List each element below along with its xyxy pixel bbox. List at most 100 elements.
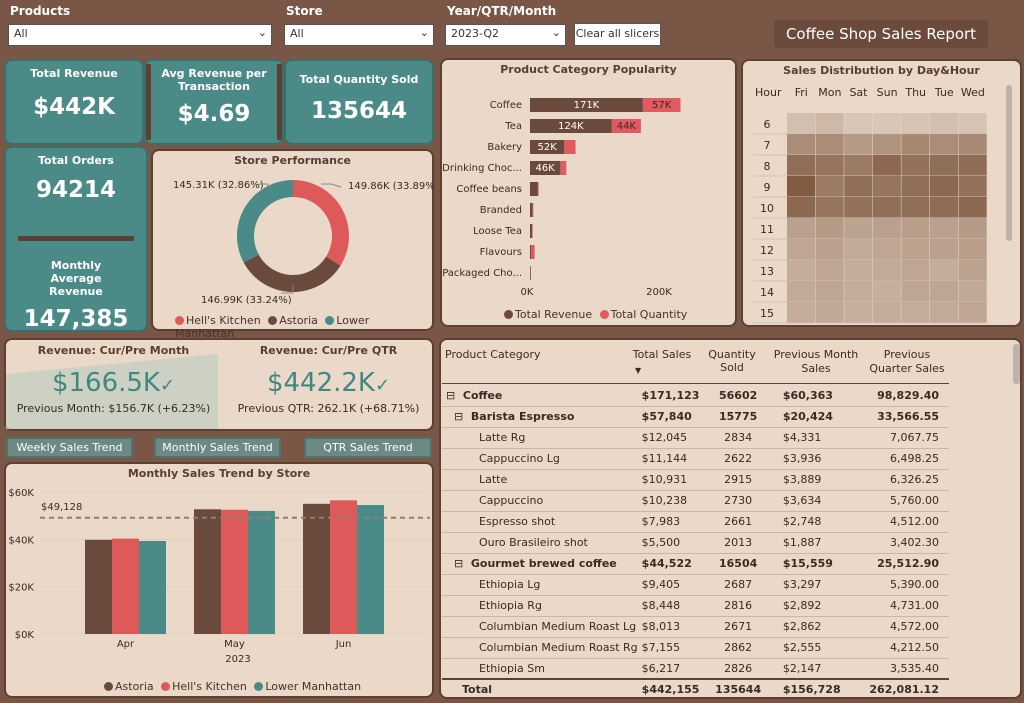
revenue-bar[interactable] [530, 203, 533, 217]
heatmap-cell[interactable] [930, 155, 959, 176]
monthly-bar[interactable] [112, 538, 139, 634]
heatmap-cell[interactable] [872, 281, 901, 302]
qtr-trend-button[interactable]: QTR Sales Trend [304, 437, 432, 458]
heatmap-cell[interactable] [901, 155, 930, 176]
heatmap-cell[interactable] [787, 197, 816, 218]
heatmap-cell[interactable] [815, 113, 844, 134]
collapse-icon[interactable]: ⊟ [454, 557, 464, 570]
heatmap-cell[interactable] [958, 281, 987, 302]
monthly-bar[interactable] [139, 540, 166, 634]
heatmap-cell[interactable] [787, 176, 816, 197]
heatmap-cell[interactable] [815, 197, 844, 218]
heatmap-cell[interactable] [958, 134, 987, 155]
table-row[interactable]: ⊟ Barista Espresso $57,840 15775 $20,424 33,… [442, 406, 949, 428]
heatmap-cell[interactable] [930, 281, 959, 302]
heatmap-cell[interactable] [787, 113, 816, 134]
heatmap-cell[interactable] [815, 134, 844, 155]
collapse-icon[interactable]: ⊟ [454, 410, 464, 423]
heatmap-cell[interactable] [844, 113, 873, 134]
heatmap-cell[interactable] [844, 134, 873, 155]
heatmap-cell[interactable] [901, 134, 930, 155]
table-row[interactable]: ⊟ Gourmet brewed coffee $44,522 16504 $15,5… [442, 553, 949, 575]
heatmap-cell[interactable] [901, 197, 930, 218]
heatmap-cell[interactable] [872, 197, 901, 218]
table-row[interactable]: Latte Rg $12,045 2834 $4,331 7,067.75 [442, 427, 949, 449]
heatmap-cell[interactable] [901, 239, 930, 260]
heatmap-cell[interactable] [844, 218, 873, 239]
table-row[interactable]: ⊟ Coffee $171,123 56602 $60,363 98,829.40 [442, 385, 949, 407]
heatmap-cell[interactable] [787, 155, 816, 176]
heatmap-cell[interactable] [844, 239, 873, 260]
quantity-bar[interactable] [611, 119, 641, 133]
heatmap-cell[interactable] [901, 176, 930, 197]
heatmap-cell[interactable] [958, 218, 987, 239]
sort-desc-icon[interactable]: ▼ [635, 366, 642, 375]
heatmap-cell[interactable] [872, 113, 901, 134]
revenue-bar[interactable] [530, 140, 565, 154]
heatmap-cell[interactable] [872, 260, 901, 281]
table-row[interactable]: Latte $10,931 2915 $3,889 6,326.25 [442, 469, 949, 491]
heatmap-cell[interactable] [787, 239, 816, 260]
monthly-bar[interactable] [194, 509, 221, 634]
quantity-bar[interactable] [537, 182, 539, 196]
heatmap-cell[interactable] [787, 218, 816, 239]
table-row[interactable]: Ethiopia Lg $9,405 2687 $3,297 5,390.00 [442, 574, 949, 596]
revenue-bar[interactable] [530, 224, 532, 238]
revenue-bar[interactable] [530, 182, 538, 196]
clear-slicers-button[interactable]: Clear all slicers [574, 23, 661, 46]
quantity-bar[interactable] [560, 161, 567, 175]
monthly-bar[interactable] [330, 500, 357, 634]
table-row[interactable]: Ethiopia Sm $6,217 2826 $2,147 3,535.40 [442, 658, 949, 680]
heatmap-cell[interactable] [844, 155, 873, 176]
table-row[interactable]: Espresso shot $7,983 2661 $2,748 4,512.00 [442, 511, 949, 533]
heatmap-cell[interactable] [901, 218, 930, 239]
monthly-bar[interactable] [303, 503, 330, 634]
col-header-total-sales[interactable]: Total Sales [632, 348, 692, 361]
heatmap-cell[interactable] [872, 218, 901, 239]
heatmap-cell[interactable] [844, 260, 873, 281]
monthly-trend-button[interactable]: Monthly Sales Trend [154, 437, 281, 458]
quantity-bar[interactable] [642, 98, 681, 112]
heatmap-cell[interactable] [815, 218, 844, 239]
period-dropdown[interactable]: 2023-Q2 ⌄ [445, 24, 566, 46]
table-row[interactable]: Columbian Medium Roast Lg $8,013 2671 $2,86… [442, 616, 949, 638]
table-row[interactable]: Cappuccino Lg $11,144 2622 $3,936 6,498.25 [442, 448, 949, 470]
revenue-bar[interactable] [530, 245, 532, 259]
heatmap-cell[interactable] [930, 218, 959, 239]
heatmap-cell[interactable] [958, 197, 987, 218]
heatmap-cell[interactable] [930, 239, 959, 260]
col-header-category[interactable]: Product Category [445, 348, 541, 361]
heatmap-cell[interactable] [815, 302, 844, 323]
heatmap-cell[interactable] [930, 176, 959, 197]
heatmap-cell[interactable] [930, 302, 959, 323]
donut-slice[interactable] [237, 179, 293, 263]
heatmap-cell[interactable] [844, 302, 873, 323]
heatmap-cell[interactable] [815, 155, 844, 176]
heatmap-cell[interactable] [844, 197, 873, 218]
heatmap-cell[interactable] [958, 155, 987, 176]
scrollbar[interactable] [1013, 344, 1020, 384]
revenue-bar[interactable] [530, 266, 531, 280]
heatmap-cell[interactable] [872, 302, 901, 323]
heatmap-cell[interactable] [901, 302, 930, 323]
store-dropdown[interactable]: All ⌄ [284, 24, 434, 46]
collapse-icon[interactable]: ⊟ [446, 388, 456, 402]
quantity-bar[interactable] [531, 245, 535, 259]
col-header-quantity[interactable]: Quantity Sold [708, 348, 756, 374]
heatmap-cell[interactable] [815, 239, 844, 260]
col-header-prev-quarter[interactable]: Previous Quarter Sales [869, 348, 945, 375]
heatmap-cell[interactable] [901, 113, 930, 134]
quantity-bar[interactable] [531, 224, 533, 238]
products-dropdown[interactable]: All ⌄ [8, 24, 272, 46]
heatmap-cell[interactable] [958, 239, 987, 260]
table-row[interactable]: Columbian Medium Roast Rg $7,155 2862 $2,55… [442, 637, 949, 659]
quantity-bar[interactable] [564, 140, 576, 154]
heatmap-cell[interactable] [930, 260, 959, 281]
heatmap-cell[interactable] [815, 176, 844, 197]
donut-slice[interactable] [243, 254, 341, 292]
heatmap-cell[interactable] [958, 113, 987, 134]
monthly-bar[interactable] [221, 509, 248, 634]
revenue-bar[interactable] [530, 119, 612, 133]
heatmap-cell[interactable] [872, 155, 901, 176]
heatmap-cell[interactable] [787, 281, 816, 302]
